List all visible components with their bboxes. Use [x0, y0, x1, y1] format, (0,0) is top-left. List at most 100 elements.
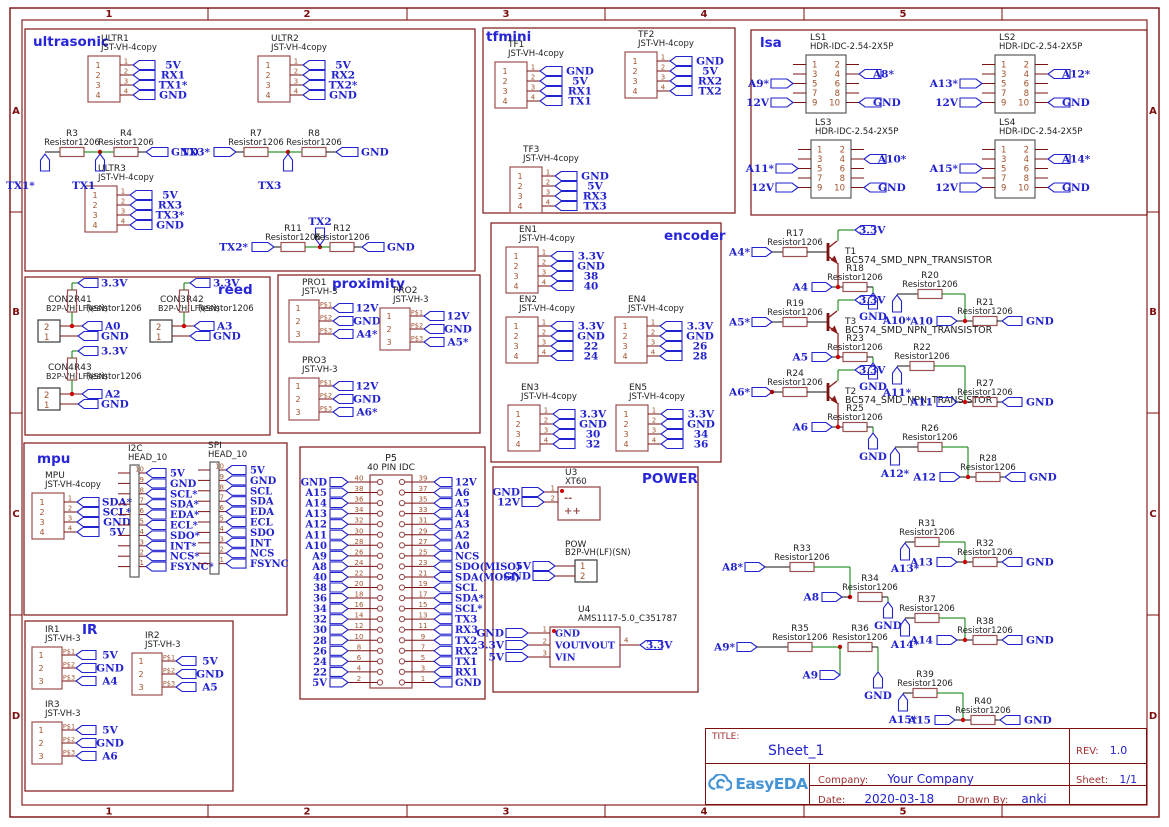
- net-flag[interactable]: [433, 508, 453, 519]
- net-flag[interactable]: [433, 592, 453, 604]
- net-flag[interactable]: [225, 548, 247, 559]
- net-flag[interactable]: [75, 724, 97, 736]
- net-flag[interactable]: [552, 418, 576, 430]
- net-flag[interactable]: [329, 476, 349, 488]
- net-flag[interactable]: [433, 635, 453, 646]
- block-power[interactable]: POWER: [492, 466, 699, 693]
- net-flag[interactable]: [660, 408, 684, 420]
- net-flag[interactable]: [770, 78, 794, 89]
- net-flag[interactable]: [433, 561, 453, 572]
- net-flag[interactable]: [329, 656, 349, 667]
- net-flag[interactable]: [889, 447, 901, 466]
- net-flag[interactable]: [423, 323, 445, 335]
- net-flag[interactable]: [129, 209, 153, 221]
- net-flag[interactable]: [550, 270, 574, 282]
- net-flag[interactable]: [81, 388, 103, 400]
- net-flag[interactable]: [175, 681, 197, 693]
- net-flag[interactable]: [891, 294, 903, 313]
- net-flag[interactable]: [751, 316, 773, 328]
- net-flag[interactable]: [751, 246, 773, 258]
- net-flag[interactable]: [129, 199, 153, 211]
- net-flag[interactable]: [867, 362, 879, 380]
- net-flag[interactable]: [433, 614, 453, 625]
- net-flag[interactable]: [225, 475, 247, 486]
- net-flag[interactable]: [329, 582, 349, 593]
- net-flag[interactable]: [132, 69, 156, 81]
- net-flag[interactable]: [433, 656, 453, 667]
- net-flag[interactable]: [225, 527, 247, 538]
- net-flag[interactable]: [899, 618, 911, 637]
- net-flag[interactable]: [132, 79, 156, 91]
- net-flag[interactable]: [193, 320, 215, 332]
- net-flag[interactable]: [433, 571, 453, 583]
- net-flag[interactable]: [1004, 471, 1026, 483]
- block-ir[interactable]: IR: [24, 620, 234, 792]
- net-flag[interactable]: [505, 639, 529, 651]
- net-flag[interactable]: [899, 542, 911, 561]
- net-flag[interactable]: [505, 651, 529, 663]
- net-flag[interactable]: [669, 65, 693, 77]
- net-flag[interactable]: [145, 540, 167, 551]
- net-flag[interactable]: [811, 351, 833, 363]
- net-flag[interactable]: [775, 182, 799, 193]
- net-flag[interactable]: [433, 476, 453, 488]
- net-flag[interactable]: [891, 366, 903, 385]
- net-flag[interactable]: [329, 645, 349, 656]
- net-flag[interactable]: [213, 146, 237, 158]
- net-flag[interactable]: [129, 189, 153, 201]
- net-flag[interactable]: [552, 428, 576, 440]
- connector-CON3[interactable]: CON3B2P-VH(LF)(SN)R42Resistor1206213.3VA…: [149, 277, 254, 344]
- company-value[interactable]: Your Company: [887, 772, 974, 786]
- net-flag[interactable]: [189, 277, 211, 289]
- net-flag[interactable]: [521, 496, 545, 508]
- net-flag[interactable]: [433, 624, 453, 635]
- net-flag[interactable]: [225, 496, 247, 507]
- net-flag[interactable]: [77, 345, 99, 357]
- net-flag[interactable]: [867, 292, 879, 310]
- net-flag[interactable]: [897, 693, 909, 712]
- net-flag[interactable]: [361, 241, 385, 253]
- block-ultrasonic[interactable]: ultrasonic: [24, 28, 476, 272]
- net-flag[interactable]: [854, 224, 876, 236]
- net-flag[interactable]: [744, 561, 766, 573]
- net-flag[interactable]: [329, 635, 349, 646]
- block-p5block[interactable]: [299, 446, 486, 700]
- net-flag[interactable]: [423, 336, 445, 348]
- net-flag[interactable]: [854, 294, 876, 306]
- net-flag[interactable]: [552, 438, 576, 450]
- net-flag[interactable]: [669, 55, 693, 67]
- net-flag[interactable]: [329, 592, 349, 604]
- net-flag[interactable]: [433, 645, 453, 656]
- block-lsa[interactable]: lsa: [750, 29, 1148, 216]
- net-flag[interactable]: [867, 432, 879, 450]
- net-flag[interactable]: [145, 499, 167, 510]
- net-flag[interactable]: [225, 516, 247, 528]
- net-flag[interactable]: [75, 649, 97, 661]
- net-flag[interactable]: [936, 634, 958, 646]
- net-flag[interactable]: [329, 614, 349, 625]
- net-flag[interactable]: [669, 75, 693, 87]
- net-flag[interactable]: [550, 340, 574, 352]
- net-flag[interactable]: [554, 200, 578, 212]
- net-flag[interactable]: [145, 146, 169, 158]
- net-flag[interactable]: [77, 277, 99, 289]
- net-flag[interactable]: [302, 89, 326, 101]
- net-flag[interactable]: [332, 380, 354, 392]
- net-flag[interactable]: [329, 508, 349, 519]
- net-flag[interactable]: [75, 750, 97, 762]
